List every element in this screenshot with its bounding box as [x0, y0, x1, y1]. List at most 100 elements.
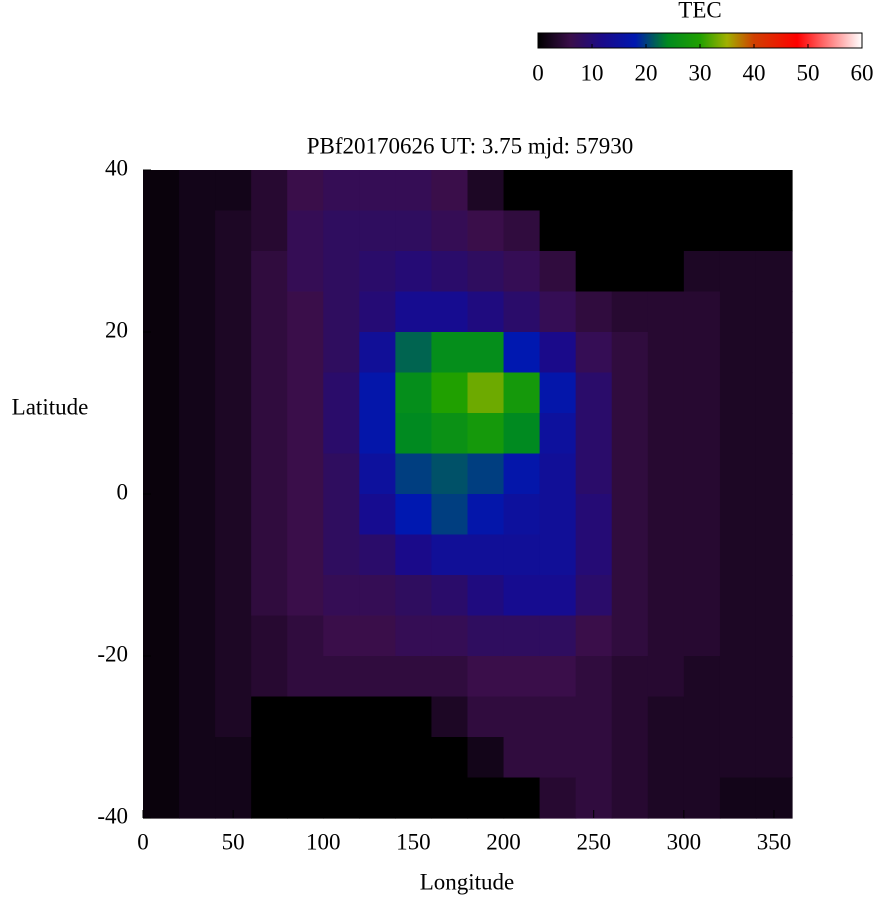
- heatmap-cell: [395, 615, 433, 657]
- heatmap-cell: [251, 696, 288, 738]
- heatmap-cell: [323, 737, 360, 779]
- heatmap-cell: [683, 494, 721, 536]
- heatmap-cell: [359, 615, 396, 657]
- heatmap-cell: [395, 656, 433, 698]
- heatmap-cell: [143, 737, 180, 779]
- heatmap-cell: [431, 777, 469, 819]
- heatmap-cell: [323, 453, 360, 495]
- heatmap-cell: [611, 210, 649, 252]
- heatmap-cell: [215, 737, 252, 779]
- heatmap-cell: [323, 494, 360, 536]
- heatmap-cell: [611, 453, 649, 495]
- heatmap-cell: [467, 494, 505, 536]
- heatmap-cell: [395, 372, 433, 414]
- heatmap-cell: [539, 696, 577, 738]
- heatmap-cell: [575, 372, 613, 414]
- heatmap-cell: [215, 696, 252, 738]
- heatmap-cell: [179, 777, 216, 819]
- heatmap-cell: [755, 575, 793, 617]
- heatmap-cell: [143, 534, 180, 576]
- heatmap-cell: [647, 494, 685, 536]
- heatmap-cell: [575, 656, 613, 698]
- colorbar-tick-label: 50: [797, 60, 820, 85]
- heatmap-cell: [539, 615, 577, 657]
- heatmap-cell: [143, 494, 180, 536]
- heatmap-cell: [215, 534, 252, 576]
- heatmap-cell: [323, 291, 360, 333]
- heatmap-cell: [539, 372, 577, 414]
- heatmap-cell: [359, 696, 396, 738]
- heatmap-cell: [575, 575, 613, 617]
- heatmap-cell: [647, 615, 685, 657]
- heatmap-cell: [179, 737, 216, 779]
- heatmap-cell: [395, 575, 433, 617]
- heatmap-cell: [755, 656, 793, 698]
- heatmap-cell: [719, 656, 757, 698]
- heatmap-cell: [431, 615, 469, 657]
- heatmap-cell: [539, 413, 577, 455]
- heatmap-cell: [251, 291, 288, 333]
- heatmap-cell: [683, 696, 721, 738]
- heatmap-cell: [323, 696, 360, 738]
- heatmap-cell: [143, 210, 180, 252]
- heatmap-cell: [323, 251, 360, 293]
- heatmap-cell: [359, 656, 396, 698]
- heatmap-cell: [395, 413, 433, 455]
- heatmap-cell: [647, 453, 685, 495]
- heatmap-cell: [323, 170, 360, 212]
- heatmap-cell: [215, 210, 252, 252]
- heatmap-cell: [287, 737, 324, 779]
- heatmap-cell: [215, 575, 252, 617]
- heatmap-cell: [611, 251, 649, 293]
- heatmap-cell: [359, 291, 396, 333]
- colorbar-tick-label: 30: [689, 60, 712, 85]
- heatmap-cell: [683, 210, 721, 252]
- heatmap-cell: [395, 494, 433, 536]
- heatmap-cell: [539, 170, 577, 212]
- heatmap-cell: [323, 777, 360, 819]
- x-tick-label: 150: [396, 829, 431, 854]
- heatmap-cell: [719, 413, 757, 455]
- heatmap-cell: [251, 413, 288, 455]
- heatmap-cell: [251, 575, 288, 617]
- heatmap-cell: [611, 656, 649, 698]
- y-tick-label: 0: [117, 479, 129, 504]
- heatmap-cell: [611, 696, 649, 738]
- heatmap-cell: [143, 332, 180, 374]
- heatmap-cell: [467, 737, 505, 779]
- heatmap-cell: [647, 170, 685, 212]
- heatmap-cell: [611, 332, 649, 374]
- heatmap-cell: [683, 413, 721, 455]
- heatmap-cell: [575, 251, 613, 293]
- heatmap-cell: [719, 575, 757, 617]
- x-tick-label: 0: [137, 829, 149, 854]
- y-tick-label: 20: [105, 317, 128, 342]
- heatmap-cell: [719, 615, 757, 657]
- heatmap-cell: [503, 332, 541, 374]
- heatmap-cell: [683, 575, 721, 617]
- heatmap-cell: [287, 494, 324, 536]
- heatmap-cell: [143, 696, 180, 738]
- heatmap-cell: [179, 372, 216, 414]
- heatmap-cell: [431, 372, 469, 414]
- heatmap-cell: [359, 737, 396, 779]
- heatmap-cell: [179, 575, 216, 617]
- heatmap-cell: [251, 777, 288, 819]
- heatmap-cell: [575, 291, 613, 333]
- heatmap-cell: [647, 575, 685, 617]
- heatmap-cell: [467, 170, 505, 212]
- heatmap-cell: [431, 170, 469, 212]
- heatmap-cell: [251, 494, 288, 536]
- x-tick-label: 250: [576, 829, 611, 854]
- heatmap-cell: [287, 210, 324, 252]
- heatmap-cell: [287, 291, 324, 333]
- heatmap-cell: [539, 656, 577, 698]
- heatmap-cell: [431, 696, 469, 738]
- heatmap-cell: [755, 170, 793, 212]
- heatmap-cell: [179, 291, 216, 333]
- heatmap-cell: [647, 291, 685, 333]
- heatmap-cell: [467, 615, 505, 657]
- heatmap-cell: [503, 372, 541, 414]
- heatmap-cell: [467, 575, 505, 617]
- heatmap-cell: [359, 170, 396, 212]
